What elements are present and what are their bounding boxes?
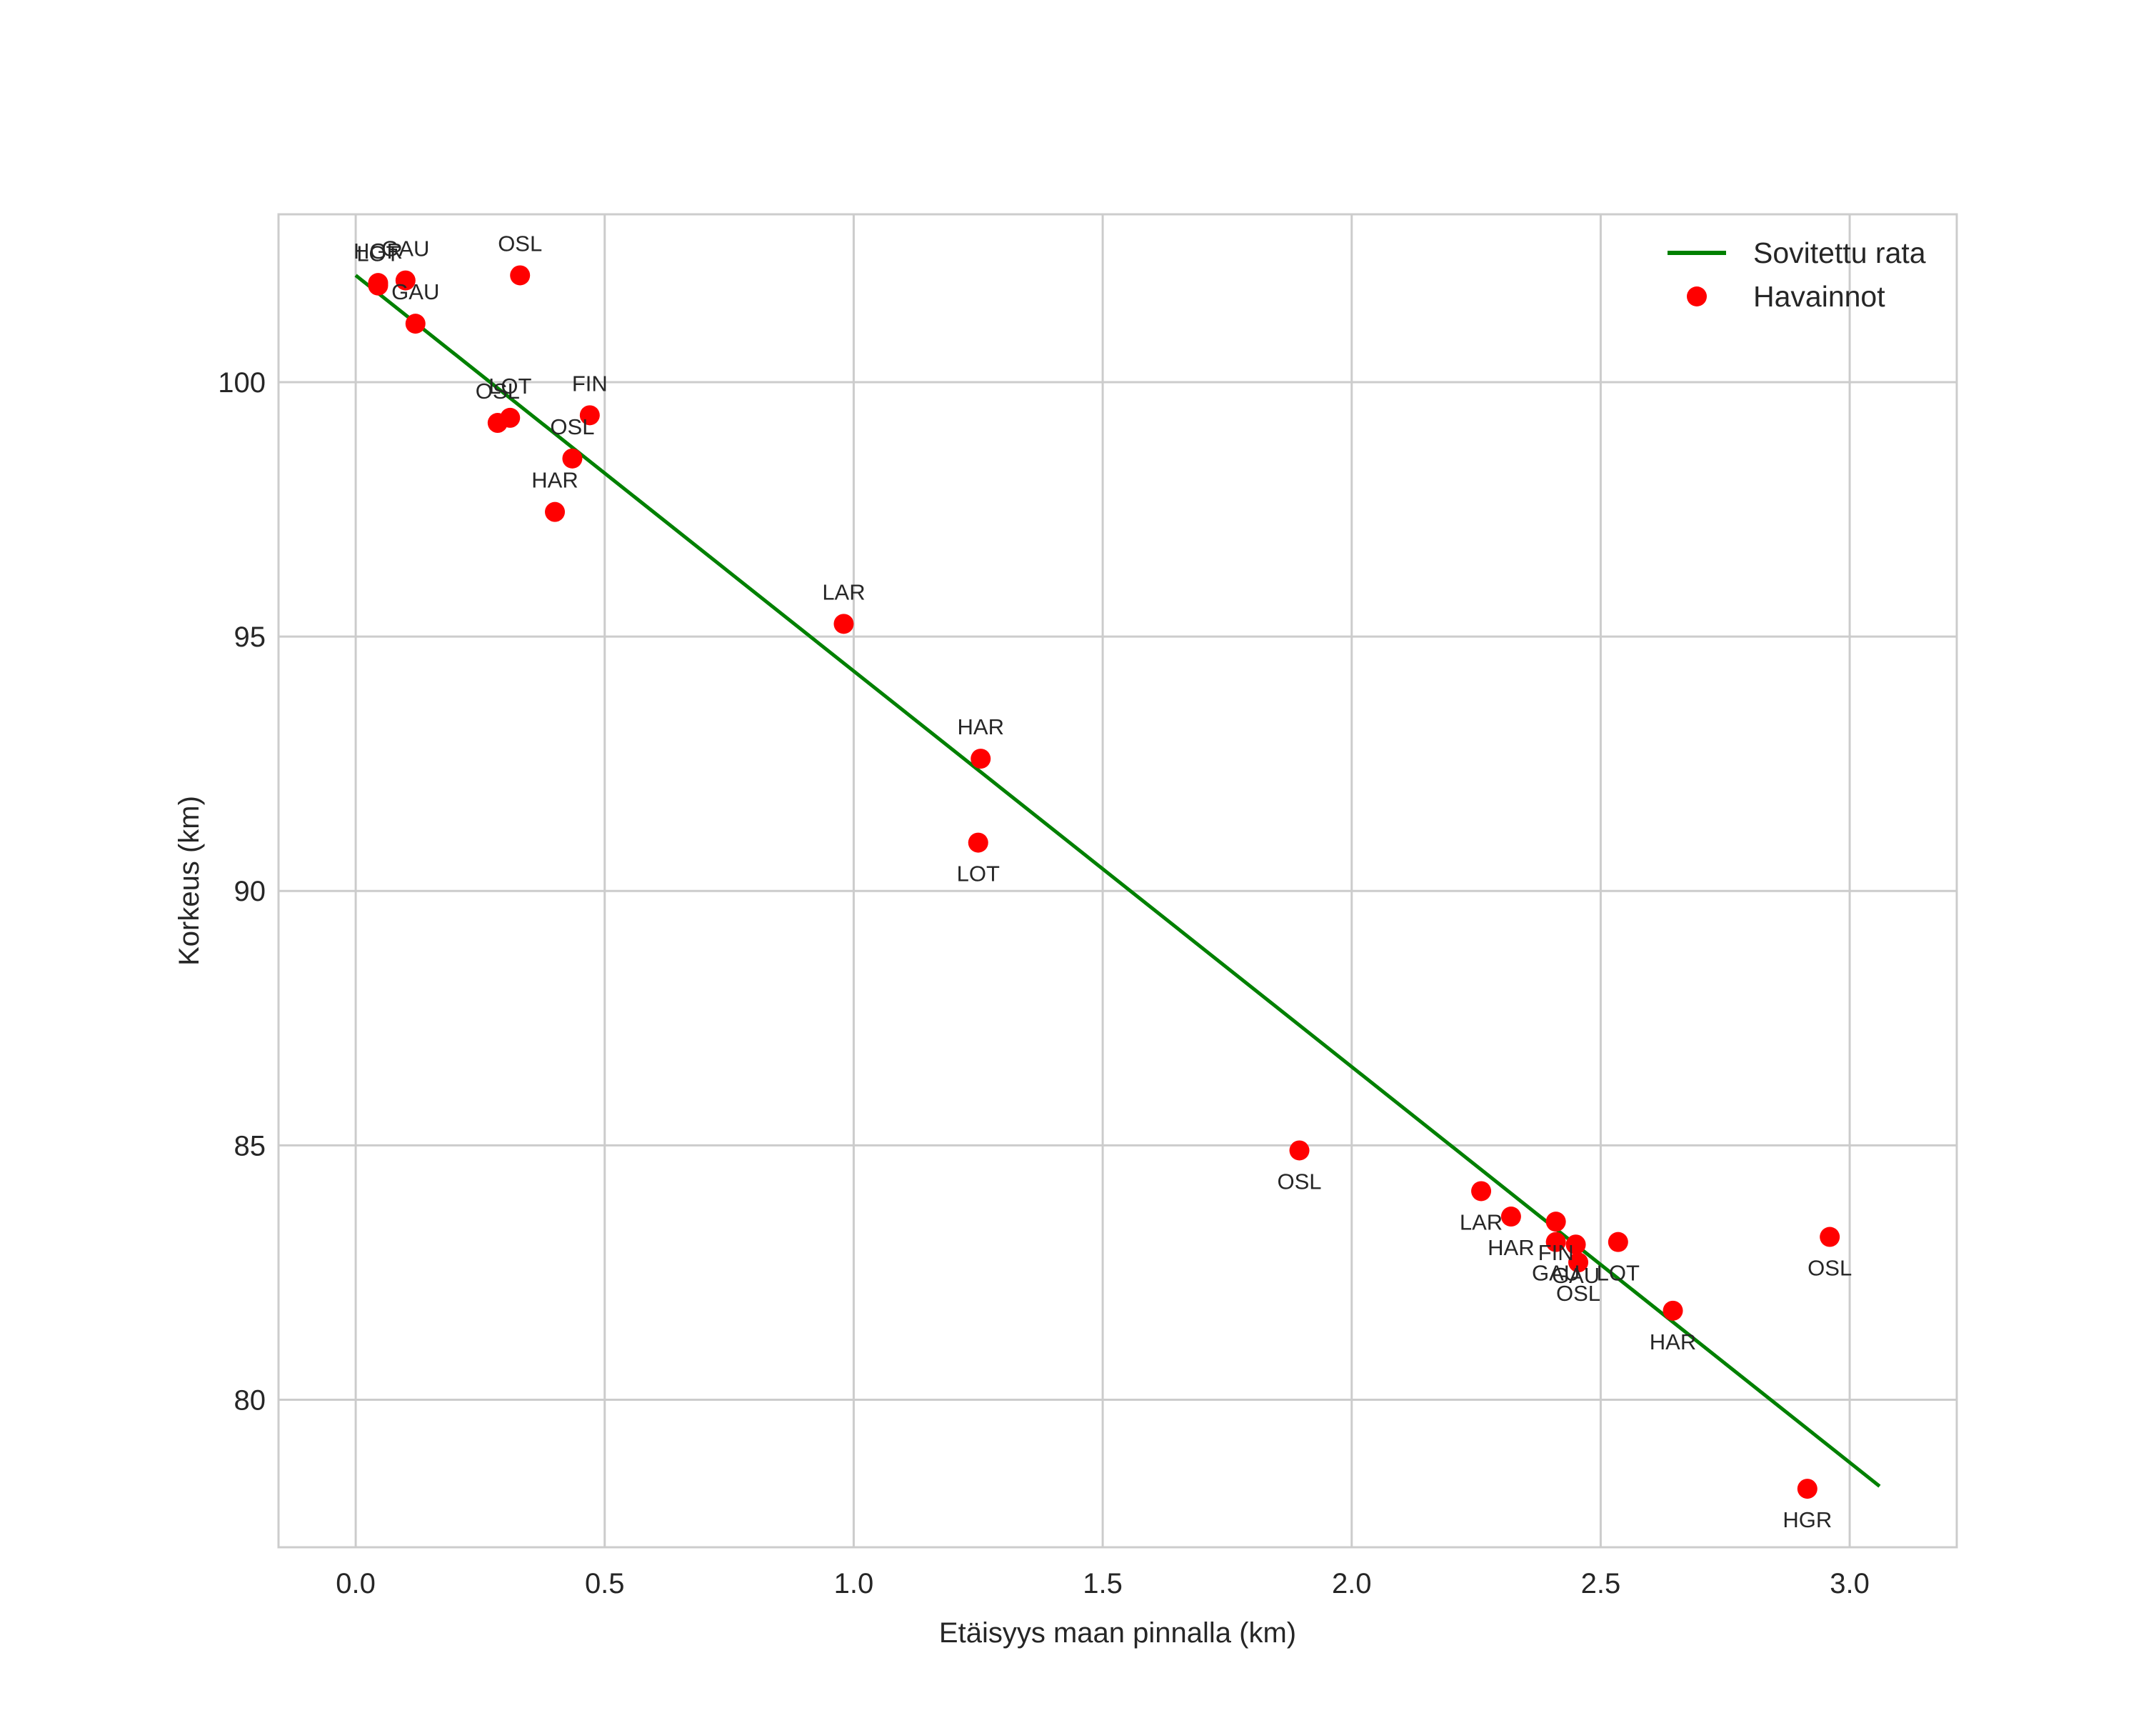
observation-label: LOT: [488, 374, 531, 399]
observation-point: [971, 749, 991, 769]
observation-label: LOT: [356, 241, 399, 266]
observation-label: GAU: [1532, 1261, 1580, 1286]
observation-label: HAR: [531, 468, 578, 493]
observation-label: OSL: [550, 414, 594, 439]
observation-point: [1500, 1207, 1521, 1227]
fitted-trajectory-line: [354, 274, 1881, 1488]
y-axis-title: Korkeus (km): [174, 796, 205, 966]
observation-point: [1568, 1252, 1589, 1273]
observation-label: OSL: [1556, 1281, 1600, 1306]
observation-label: GAU: [1552, 1263, 1600, 1288]
observation-point: [968, 832, 988, 853]
observation-point: [1565, 1234, 1586, 1255]
x-tick-label: 1.5: [1083, 1568, 1123, 1599]
y-tick-label: 100: [218, 367, 266, 399]
observation-point: [562, 448, 583, 469]
x-tick-label: 0.5: [585, 1568, 625, 1599]
observation-point: [405, 314, 426, 334]
grid: [279, 214, 1957, 1547]
observation-point: [1663, 1300, 1683, 1321]
observation-point: [510, 265, 531, 286]
observation-label: OSL: [1278, 1169, 1322, 1194]
y-tick-label: 80: [234, 1384, 266, 1416]
observation-point: [1608, 1232, 1628, 1252]
observation-point: [1797, 1479, 1817, 1499]
y-tick-label: 85: [234, 1130, 266, 1162]
observation-label: HGR: [354, 239, 403, 264]
observation-point: [1545, 1212, 1566, 1232]
x-tick-label: 3.0: [1830, 1568, 1870, 1599]
observation-point: [833, 614, 854, 634]
observation-point: [1820, 1227, 1840, 1247]
observation-label: FIN: [1538, 1240, 1574, 1265]
observation-label: FIN: [572, 371, 608, 396]
observation-label: HGR: [1783, 1507, 1832, 1532]
legend-label-fit: Sovitettu rata: [1753, 236, 1926, 269]
legend-marker-swatch: [1687, 286, 1707, 306]
x-tick-label: 0.0: [336, 1568, 376, 1599]
legend: Sovitettu rata Havainnot: [1668, 236, 1926, 313]
observation-label: OSL: [498, 231, 542, 256]
observation-label: HAR: [1650, 1329, 1696, 1354]
observation-label: LOT: [1597, 1261, 1640, 1286]
x-axis-title: Etäisyys maan pinnalla (km): [939, 1617, 1296, 1649]
y-tick-label: 95: [234, 621, 266, 653]
observation-point: [1545, 1232, 1566, 1252]
observation-label: LOT: [957, 861, 1000, 887]
observation-label: LAR: [1460, 1209, 1503, 1234]
observation-label: GAU: [391, 279, 439, 304]
observation-label: OSL: [476, 379, 520, 404]
observation-point: [545, 501, 566, 522]
observation-label: LAR: [822, 579, 865, 604]
observation-point: [1289, 1140, 1310, 1161]
y-tick-label: 90: [234, 876, 266, 907]
observation-label: HAR: [1488, 1235, 1534, 1260]
observation-point: [579, 405, 600, 426]
observation-point: [500, 407, 521, 428]
plot-frame: [277, 213, 1958, 1549]
observation-point: [368, 275, 388, 296]
x-axis-ticks: 0.0 0.5 1.0 1.5 2.0 2.5 3.0: [336, 1568, 1870, 1599]
x-tick-label: 2.5: [1581, 1568, 1621, 1599]
observation-label: GAU: [381, 236, 429, 261]
observation-label: OSL: [1807, 1256, 1852, 1281]
observation-label: HAR: [958, 714, 1004, 739]
observation-point: [1471, 1181, 1492, 1202]
y-axis-ticks: 80 85 90 95 100: [218, 367, 266, 1416]
x-tick-label: 1.0: [834, 1568, 874, 1599]
observation-point: [395, 270, 416, 291]
legend-label-observations: Havainnot: [1753, 280, 1885, 313]
x-tick-label: 2.0: [1332, 1568, 1372, 1599]
series-layer: [354, 265, 1881, 1499]
